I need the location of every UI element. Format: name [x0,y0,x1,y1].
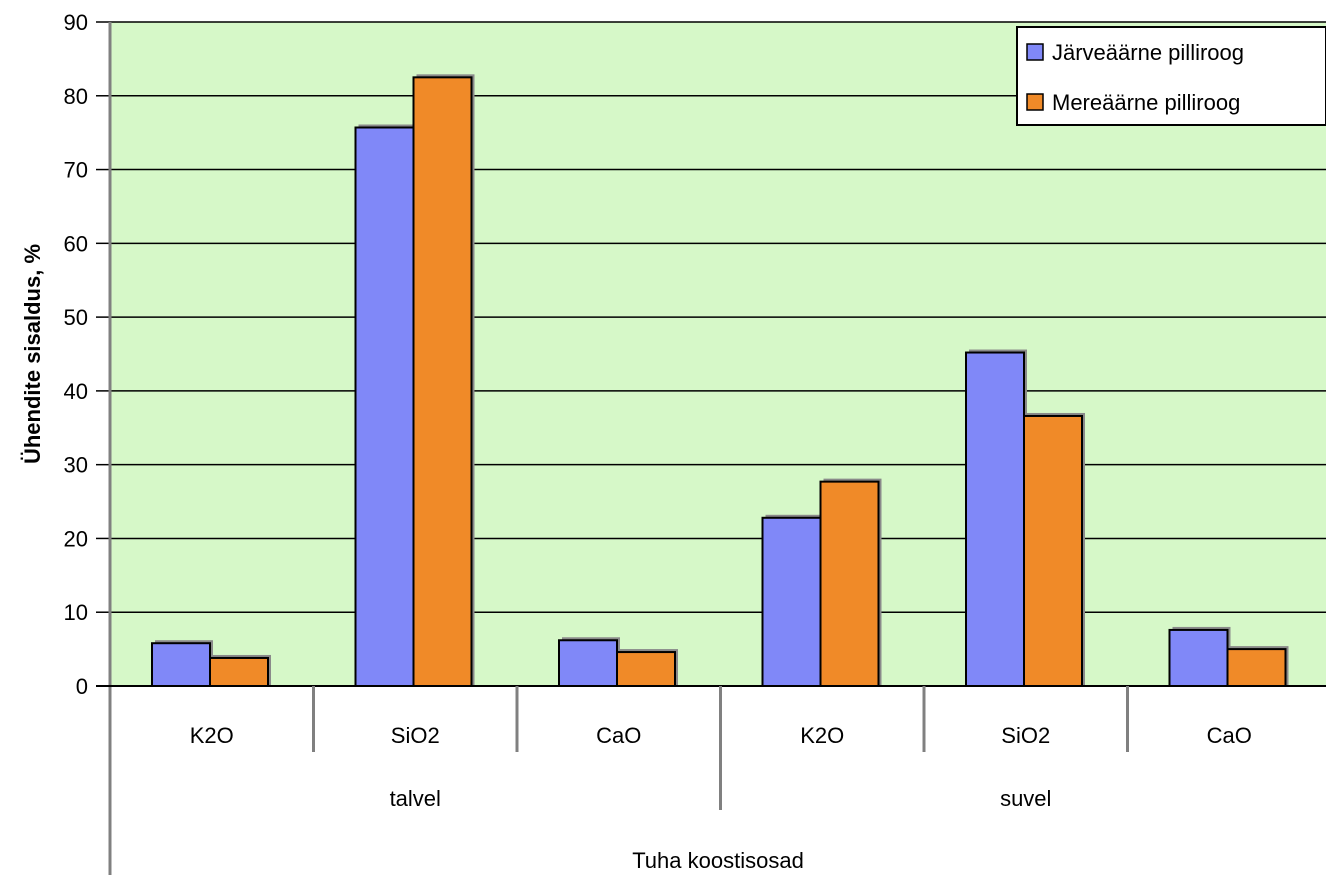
legend-label-series-1: Järveäärne pilliroog [1052,40,1244,65]
bar-series-1 [151,642,211,687]
y-tick-label: 50 [64,305,88,330]
y-tick-label: 60 [64,231,88,256]
y-tick-label: 10 [64,600,88,625]
bar-series-2 [1226,648,1287,687]
bar-series-1 [558,639,618,687]
x-category-label: CaO [1207,723,1252,748]
x-category-label: K2O [800,723,844,748]
x-category-label: SiO2 [391,723,440,748]
x-group-label: talvel [390,786,441,811]
y-axis-label: Ühendite sisaldus, % [20,244,45,464]
bar-series-1 [1168,628,1229,688]
plot-area [110,22,1326,686]
x-category-label: SiO2 [1001,723,1050,748]
y-tick-label: 20 [64,526,88,551]
bar-series-1 [761,516,822,688]
x-axis-groups: talvel suvel [390,786,1052,811]
bar-series-2 [819,480,880,687]
y-axis-ticks: 0 10 20 30 40 50 60 70 80 90 [64,10,110,699]
x-axis-categories: K2O SiO2 CaO K2O SiO2 CaO [190,686,1252,810]
bar-series-1 [354,126,415,688]
bar-series-2 [1023,414,1083,687]
y-tick-label: 80 [64,84,88,109]
bar-series-2 [209,656,269,687]
y-tick-label: 70 [64,158,88,183]
x-category-label: K2O [190,723,234,748]
legend-box [1016,26,1326,126]
legend-swatch-series-1 [1026,43,1044,61]
x-category-label: CaO [596,723,641,748]
bar-series-2 [412,76,473,688]
legend-label-series-2: Mereäärne pilliroog [1052,90,1240,115]
y-tick-label: 40 [64,379,88,404]
y-tick-label: 90 [64,10,88,35]
legend-swatch-series-2 [1026,93,1044,111]
x-axis-label: Tuha koostisosad [632,848,804,873]
bar-series-2 [616,651,676,687]
y-tick-label: 0 [76,674,88,699]
legend: Järveäärne pilliroog Mereäärne pilliroog [1016,26,1326,126]
gridlines [110,21,1326,613]
x-group-label: suvel [1000,786,1051,811]
bars [151,74,1289,688]
bar-series-1 [965,351,1025,687]
y-tick-label: 30 [64,453,88,478]
